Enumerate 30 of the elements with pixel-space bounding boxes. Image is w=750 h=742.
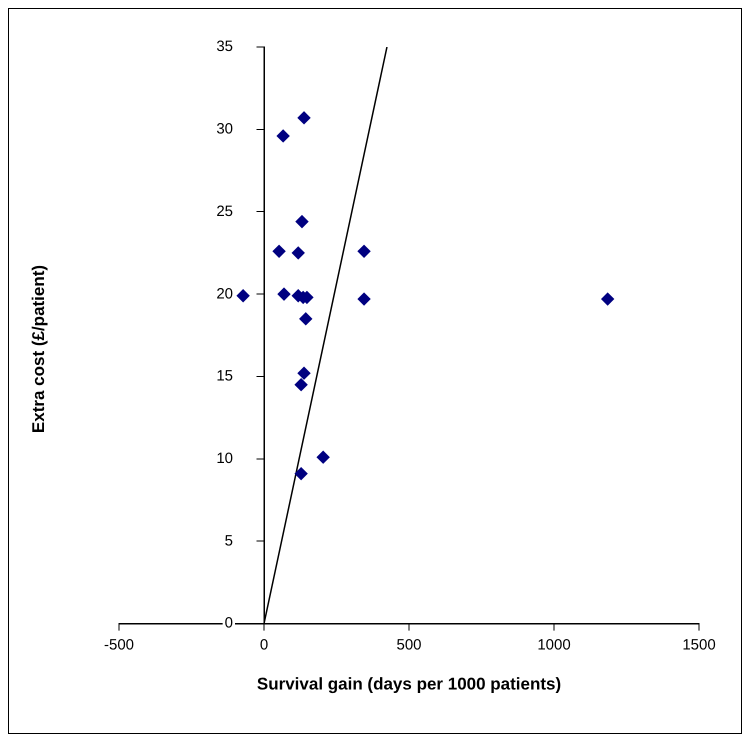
x-tick-label: -500 (104, 636, 134, 654)
y-tick-label: 35 (216, 38, 233, 56)
x-tick-label: 0 (260, 636, 268, 654)
y-tick-label: 5 (224, 532, 233, 550)
point (298, 111, 311, 124)
point (276, 129, 290, 142)
point (298, 366, 311, 380)
y-axis-title: Extra cost (£/patient) (29, 264, 49, 434)
y-tick-label: 10 (216, 450, 233, 467)
y-tick-label: 25 (216, 202, 233, 220)
y-tick-label: 15 (216, 368, 233, 385)
point (358, 244, 371, 258)
y-tick-label: 30 (216, 120, 233, 138)
point (294, 378, 308, 392)
point (601, 292, 614, 306)
point (316, 450, 330, 464)
y-tick-label: 20 (216, 285, 233, 302)
x-tick-label: 500 (396, 636, 422, 654)
x-tick-label: 1000 (537, 636, 571, 654)
point (295, 215, 308, 228)
x-tick-label: 1500 (682, 636, 716, 654)
point (294, 467, 308, 480)
point (278, 288, 291, 301)
point (272, 244, 286, 258)
point (292, 246, 305, 260)
point (358, 292, 371, 306)
point (299, 312, 312, 326)
x-axis-title: Survival gain (days per 1000 patients) (256, 674, 562, 694)
y-tick-label: 0 (224, 614, 233, 632)
point (236, 289, 250, 302)
